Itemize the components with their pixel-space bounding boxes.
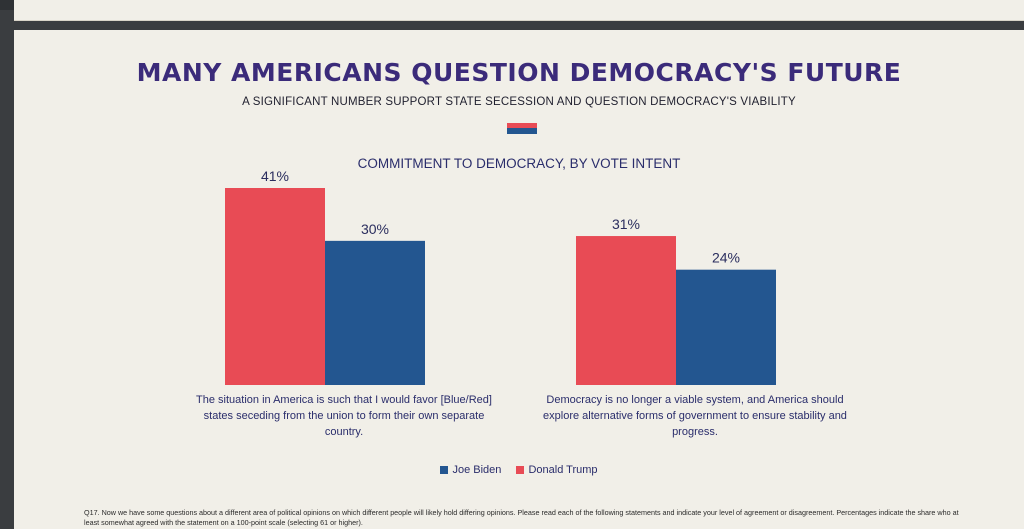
legend-label-biden: Joe Biden <box>452 464 502 476</box>
bar-trump-1 <box>576 236 676 385</box>
data-label-biden-1: 24% <box>712 250 740 266</box>
data-label-trump-0: 41% <box>261 168 289 184</box>
question-footnote: Q17. Now we have some questions about a … <box>84 508 959 527</box>
category-caption-democracy: Democracy is no longer a viable system, … <box>543 394 847 438</box>
bar-trump-0 <box>225 188 325 385</box>
page-subtitle: A SIGNIFICANT NUMBER SUPPORT STATE SECES… <box>242 96 796 108</box>
page-title: MANY AMERICANS QUESTION DEMOCRACY'S FUTU… <box>136 58 902 87</box>
bar-biden-1 <box>676 269 776 385</box>
category-caption-secession: The situation in America is such that I … <box>196 394 492 438</box>
chart-legend: Joe Biden Donald Trump <box>14 464 1024 477</box>
legend-item-biden: Joe Biden <box>440 464 501 476</box>
data-label-biden-0: 30% <box>361 221 389 237</box>
legend-label-trump: Donald Trump <box>528 464 598 476</box>
data-label-trump-1: 31% <box>612 216 640 232</box>
report-page: MANY AMERICANS QUESTION DEMOCRACY'S FUTU… <box>14 30 1024 529</box>
legend-swatch-trump <box>516 466 525 474</box>
legend-item-trump: Donald Trump <box>516 464 598 476</box>
flag-divider <box>507 123 537 134</box>
bar-biden-0 <box>325 240 425 385</box>
chart-title: COMMITMENT TO DEMOCRACY, BY VOTE INTENT <box>357 156 681 171</box>
legend-swatch-biden <box>440 466 449 474</box>
previous-page-edge <box>14 0 1024 21</box>
bar-chart: 41% 31% 30% 24% <box>225 168 776 385</box>
